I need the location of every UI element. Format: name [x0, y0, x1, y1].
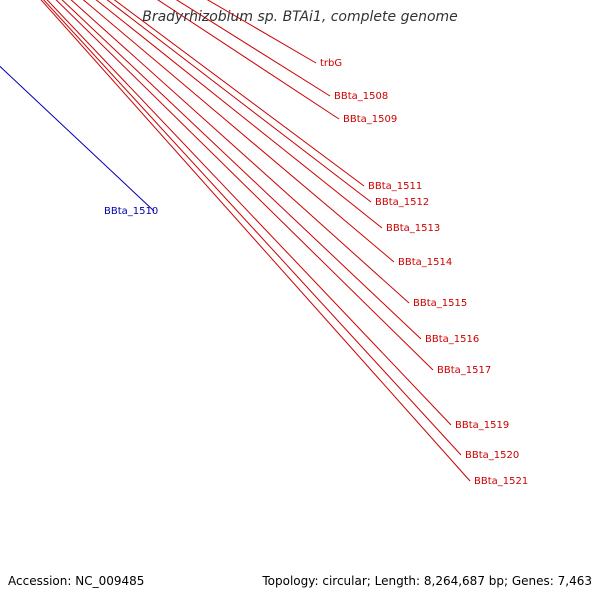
gene-labels: trbG BBta_1508 BBta_1509 BBta_1510 BBta_1511…	[0, 0, 528, 487]
label-leader-line	[46, 0, 452, 426]
gene-label[interactable]: BBta_1517	[437, 365, 491, 376]
gene-label[interactable]: BBta_1513	[386, 223, 440, 234]
label-leader-line	[82, 0, 395, 263]
label-leader-line	[55, 0, 434, 371]
gene-label[interactable]: BBta_1520	[465, 450, 519, 461]
gene-label[interactable]: BBta_1519	[455, 420, 509, 431]
gene-label[interactable]: BBta_1511	[368, 181, 422, 192]
label-leader-line	[106, 0, 372, 203]
gene-label[interactable]: BBta_1516	[425, 334, 479, 345]
gene-label[interactable]: BBta_1512	[375, 197, 429, 208]
gene-label[interactable]: BBta_1509	[343, 114, 397, 125]
label-leader-line	[95, 0, 383, 229]
gene-label[interactable]: BBta_1510	[104, 206, 158, 217]
label-leader-line	[70, 0, 410, 304]
label-leader-line	[61, 0, 422, 340]
gene-label[interactable]: BBta_1521	[474, 476, 528, 487]
label-leader-line	[113, 0, 365, 187]
label-leader-line	[0, 65, 155, 212]
genome-title: Bradyrhizobium sp. BTAi1, complete genom…	[142, 9, 458, 25]
gene-label[interactable]: BBta_1508	[334, 91, 388, 102]
label-leader-line	[40, 0, 471, 482]
gene-label[interactable]: BBta_1515	[413, 298, 467, 309]
label-leader-line	[206, 0, 317, 64]
label-leader-line	[175, 0, 331, 97]
genome-summary-text: Topology: circular; Length: 8,264,687 bp…	[262, 574, 592, 588]
label-leader-line	[157, 0, 340, 120]
gene-label[interactable]: BBta_1514	[398, 257, 452, 268]
accession-text: Accession: NC_009485	[8, 574, 145, 588]
label-leader-line	[43, 0, 462, 456]
gene-label[interactable]: trbG	[320, 58, 342, 69]
